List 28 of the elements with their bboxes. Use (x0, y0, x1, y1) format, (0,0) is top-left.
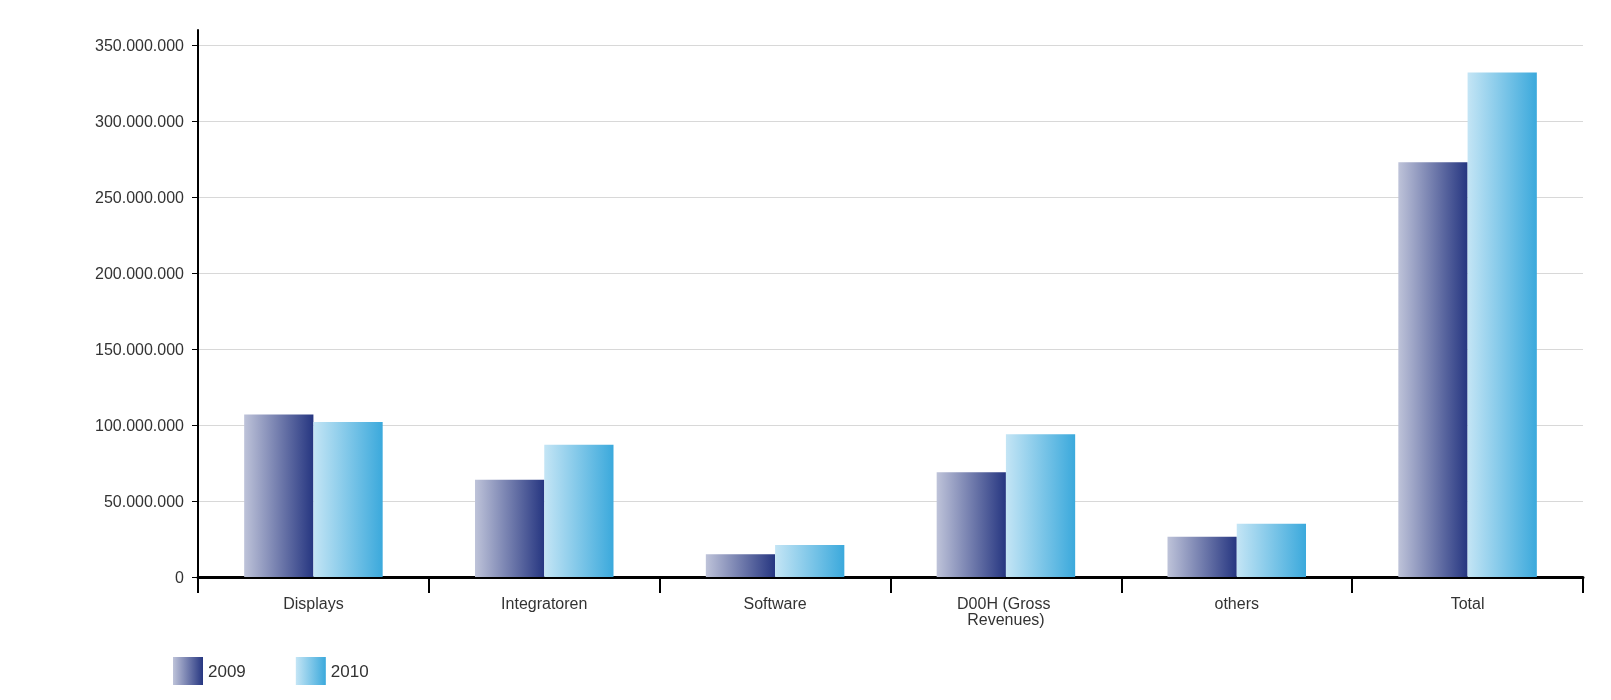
y-tick-label: 100.000.000 (95, 416, 185, 434)
bar (475, 479, 545, 577)
y-tick-label: 350.000.000 (95, 36, 185, 54)
bar (936, 472, 1006, 577)
x-tick-label: Software (743, 594, 807, 612)
bar (705, 554, 776, 577)
legend-label: 2010 (330, 661, 369, 681)
x-tick-label: Displays (283, 594, 344, 612)
x-tick-label: D00H (Gross Revenues) (957, 594, 1055, 628)
y-tick-label: 300.000.000 (95, 112, 185, 130)
y-tick-label: 250.000.000 (95, 188, 185, 206)
y-tick-label: 150.000.000 (95, 340, 185, 358)
legend-label: 2009 (208, 661, 246, 681)
bar (1005, 434, 1076, 577)
bar (775, 545, 845, 577)
bar (313, 422, 383, 577)
y-tick-label: 0 (175, 568, 185, 586)
x-tick-label: Integratoren (501, 594, 588, 612)
bar (1467, 72, 1537, 577)
bar (1236, 523, 1306, 577)
bar (544, 444, 614, 577)
bar (1398, 162, 1468, 577)
x-tick-label: others (1214, 594, 1259, 612)
bar (244, 414, 314, 577)
y-tick-label: 200.000.000 (95, 264, 185, 282)
x-tick-label: Total (1450, 594, 1485, 612)
bar (1167, 536, 1237, 577)
y-tick-label: 50.000.000 (103, 492, 185, 510)
